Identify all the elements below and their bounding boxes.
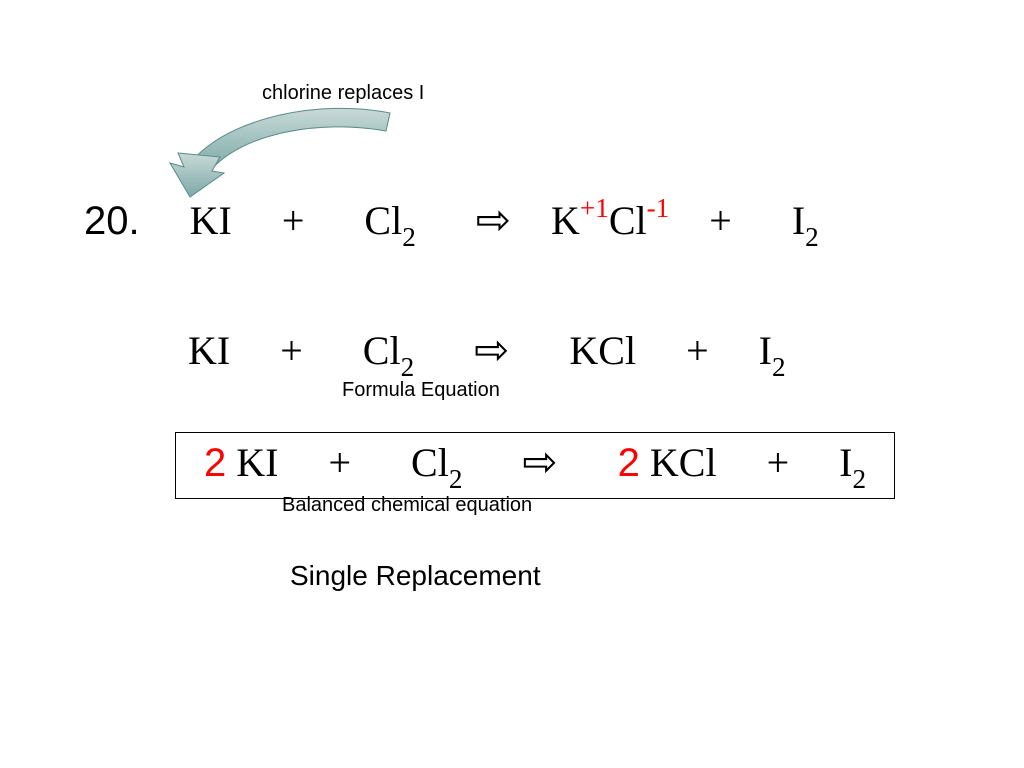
curved-arrow-icon: [160, 105, 420, 200]
plus-sign: +: [686, 328, 709, 373]
coefficient-2: 2: [618, 441, 640, 485]
reactant-KI: KI: [188, 328, 230, 373]
reaction-arrow-icon: ⇨: [474, 326, 509, 373]
caption-balanced-equation: Balanced chemical equation: [282, 494, 532, 517]
product-KCl-charges: K+1Cl-1: [551, 198, 669, 243]
equation-line-1: 20. KI + Cl2 ⇨ K+1Cl-1 + I2: [84, 195, 819, 250]
product-I2: I2: [792, 198, 819, 243]
coefficient-2: 2: [204, 441, 226, 485]
plus-sign: +: [282, 198, 305, 243]
annotation-chlorine-replaces: chlorine replaces I: [262, 82, 424, 105]
plus-sign: +: [280, 328, 303, 373]
plus-sign: +: [767, 440, 790, 485]
plus-sign: +: [709, 198, 732, 243]
caption-formula-equation: Formula Equation: [342, 379, 500, 402]
reaction-arrow-icon: ⇨: [522, 438, 557, 485]
product-I2: I2: [759, 328, 786, 373]
reactant-KI: KI: [190, 198, 232, 243]
product-KCl: KCl: [650, 440, 717, 485]
product-I2: I2: [839, 440, 866, 485]
product-KCl: KCl: [569, 328, 636, 373]
equation-line-3-box: 2 KI + Cl2 ⇨ 2 KCl + I2: [175, 432, 895, 499]
reaction-arrow-icon: ⇨: [476, 196, 511, 243]
reactant-KI: KI: [236, 440, 278, 485]
reaction-type-label: Single Replacement: [290, 560, 541, 592]
reactant-Cl2: Cl2: [364, 198, 415, 243]
reactant-Cl2: Cl2: [363, 328, 414, 373]
plus-sign: +: [328, 440, 351, 485]
problem-number: 20.: [84, 199, 140, 243]
equation-line-2: KI + Cl2 ⇨ KCl + I2: [188, 325, 786, 380]
reactant-Cl2: Cl2: [411, 440, 462, 485]
